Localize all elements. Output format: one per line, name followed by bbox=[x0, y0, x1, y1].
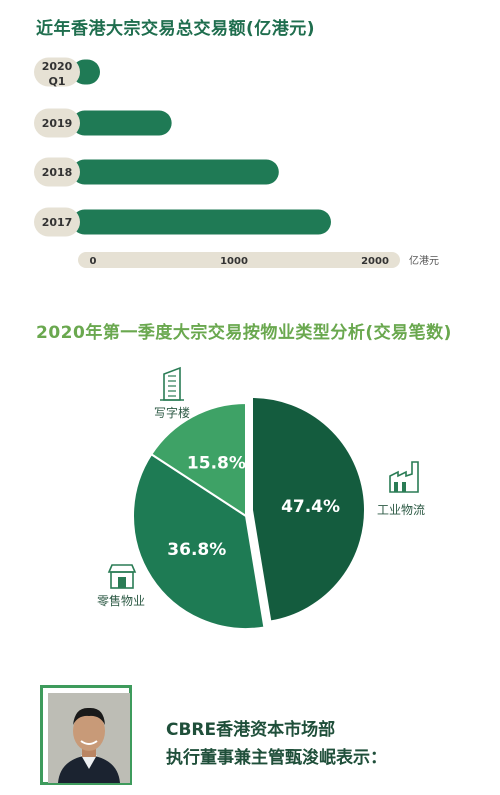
category-label-bg bbox=[34, 57, 80, 87]
category-label-bg bbox=[34, 207, 80, 237]
pie-legend-label: 工业物流 bbox=[377, 503, 425, 517]
category-label: 2017 bbox=[42, 216, 73, 229]
category-label: Q1 bbox=[48, 75, 65, 88]
x-tick-label: 1000 bbox=[220, 256, 248, 267]
pie-legend-label: 写字楼 bbox=[154, 405, 190, 420]
pie-slice-value-label: 36.8% bbox=[167, 540, 226, 560]
pie-slice-1 bbox=[251, 395, 367, 623]
store-icon bbox=[107, 564, 137, 589]
factory-icon bbox=[389, 461, 419, 493]
office-building-icon bbox=[160, 366, 184, 401]
x-tick-label: 0 bbox=[90, 256, 97, 267]
category-label: 2018 bbox=[42, 166, 73, 179]
pie-slice-value-label: 15.8% bbox=[187, 453, 246, 473]
portrait-photo bbox=[48, 693, 130, 783]
bar-2019 bbox=[72, 110, 172, 136]
x-axis-band bbox=[78, 252, 400, 268]
pie-slice-2 bbox=[132, 452, 266, 630]
category-label-bg bbox=[34, 108, 80, 138]
pie-chart-title: 2020年第一季度大宗交易按物业类型分析(交易笔数) bbox=[36, 323, 452, 343]
bar-chart-title: 近年香港大宗交易总交易额(亿港元) bbox=[36, 19, 316, 39]
category-label: 2019 bbox=[42, 117, 73, 130]
category-label-bg bbox=[34, 157, 80, 187]
pie-slice-value-label: 47.4% bbox=[281, 497, 340, 517]
bar-2017 bbox=[72, 209, 331, 235]
pie-legend-label: 零售物业 bbox=[97, 593, 145, 608]
signature-line-2: 执行董事兼主管甄浚岷表示： bbox=[166, 748, 387, 768]
signature-line-1: CBRE香港资本市场部 bbox=[166, 720, 336, 740]
x-axis-unit: 亿港元 bbox=[409, 254, 439, 267]
bar-chart: 2020 Q1 2019 2018 2017 0 1000 2000 亿港元 bbox=[34, 57, 439, 268]
x-tick-label: 2000 bbox=[361, 256, 389, 267]
pie-slice-3 bbox=[149, 401, 247, 518]
bar-2018 bbox=[72, 159, 279, 185]
portrait-frame bbox=[40, 685, 132, 785]
bar-2020-Q1 bbox=[72, 59, 100, 85]
category-label: 2020 bbox=[42, 60, 73, 73]
